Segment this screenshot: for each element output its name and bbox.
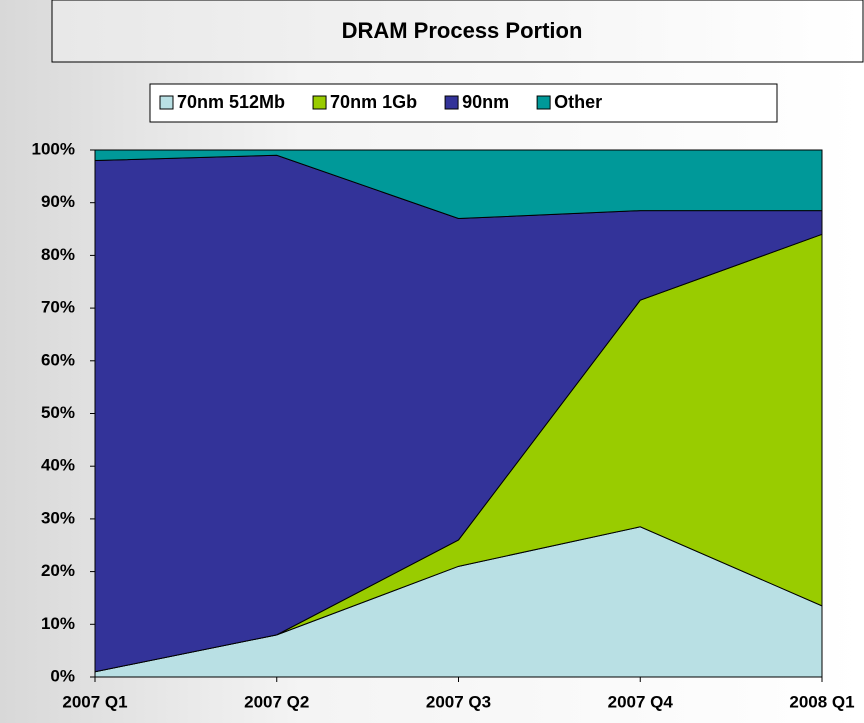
legend-label: 70nm 1Gb — [330, 92, 417, 112]
chart: DRAM Process Portion 0% 10% 20% 30% 40% 50% 60… — [0, 0, 864, 723]
legend-label: 90nm — [462, 92, 509, 112]
x-tick-label: 2007 Q4 — [608, 692, 674, 711]
y-tick-label: 0% — [50, 666, 75, 685]
y-tick-label: 10% — [41, 614, 75, 633]
y-tick-label: 90% — [41, 192, 75, 211]
y-tick-label: 70% — [41, 298, 75, 317]
y-tick-label: 60% — [41, 350, 75, 369]
legend-swatch — [537, 96, 550, 109]
x-tick-label: 2007 Q2 — [244, 692, 309, 711]
y-tick-label: 20% — [41, 561, 75, 580]
y-tick-label: 100% — [32, 139, 75, 158]
y-tick-label: 50% — [41, 403, 75, 422]
chart-title: DRAM Process Portion — [342, 18, 583, 43]
legend-label: 70nm 512Mb — [177, 92, 285, 112]
legend-swatch — [160, 96, 173, 109]
y-tick-label: 80% — [41, 245, 75, 264]
legend-label: Other — [554, 92, 602, 112]
y-tick-label: 30% — [41, 508, 75, 527]
legend-swatch — [445, 96, 458, 109]
x-tick-label: 2007 Q1 — [62, 692, 127, 711]
x-tick-label: 2008 Q1 — [789, 692, 854, 711]
x-tick-label: 2007 Q3 — [426, 692, 491, 711]
legend-swatch — [313, 96, 326, 109]
y-tick-label: 40% — [41, 456, 75, 475]
